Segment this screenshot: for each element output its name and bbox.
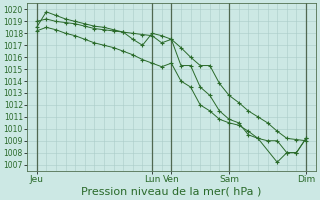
X-axis label: Pression niveau de la mer( hPa ): Pression niveau de la mer( hPa )	[81, 187, 261, 197]
